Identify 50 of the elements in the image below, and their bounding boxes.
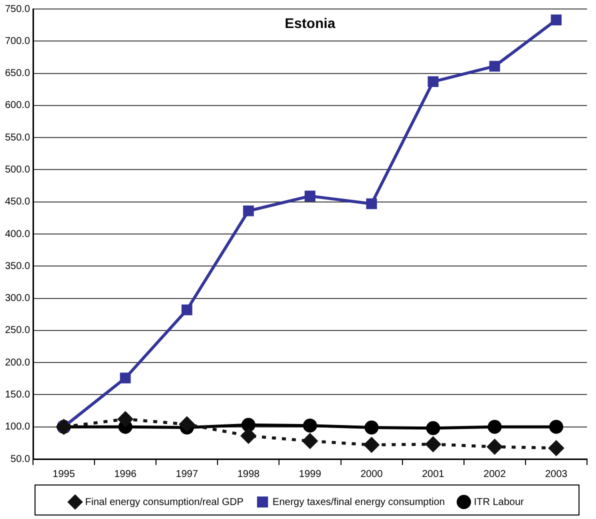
point xyxy=(426,436,441,452)
legend-label: Final energy consumption/real GDP xyxy=(85,496,244,508)
point xyxy=(487,439,502,454)
point xyxy=(241,418,256,432)
point xyxy=(243,205,254,216)
y-tick-label: 450.0 xyxy=(4,196,30,208)
point xyxy=(364,437,380,452)
point xyxy=(304,190,316,202)
y-tick-label: 300.0 xyxy=(4,293,30,304)
point xyxy=(550,14,562,26)
y-tick-label: 750.0 xyxy=(4,4,30,15)
y-tick-label: 500.0 xyxy=(4,164,30,176)
y-tick-label: 250.0 xyxy=(4,325,30,336)
x-tick-label: 2003 xyxy=(545,468,568,480)
point xyxy=(428,76,439,88)
x-tick-label: 1997 xyxy=(176,468,198,480)
x-tick-label: 1998 xyxy=(237,468,260,480)
y-tick-label: 400.0 xyxy=(4,228,30,240)
point xyxy=(182,304,192,316)
point xyxy=(240,428,256,444)
point xyxy=(366,198,377,210)
point xyxy=(179,416,194,432)
y-tick-label: 200.0 xyxy=(4,357,30,368)
y-tick-label: 350.0 xyxy=(4,260,30,272)
y-tick-label: 650.0 xyxy=(4,68,30,80)
point xyxy=(489,60,500,72)
point xyxy=(303,418,318,433)
x-tick-label: 2001 xyxy=(422,468,445,480)
y-tick-label: 700.0 xyxy=(4,36,30,47)
x-tick-label: 1995 xyxy=(52,468,76,480)
point xyxy=(548,440,564,456)
x-tick-label: 2000 xyxy=(360,468,384,480)
point xyxy=(549,420,564,434)
point xyxy=(302,434,318,448)
point xyxy=(488,420,502,434)
point xyxy=(426,421,440,436)
x-tick-label: 2002 xyxy=(484,468,506,480)
legend-label: ITR Labour xyxy=(474,496,525,508)
point xyxy=(364,420,379,434)
y-tick-label: 100.0 xyxy=(4,422,30,433)
y-tick-label: 600.0 xyxy=(4,100,30,112)
x-tick-label: 1996 xyxy=(114,468,137,480)
point xyxy=(118,412,133,427)
y-tick-label: 550.0 xyxy=(4,132,30,144)
legend-label: Energy taxes/final energy consumption xyxy=(272,496,445,508)
y-tick-label: 50.0 xyxy=(10,454,30,465)
point xyxy=(120,372,131,384)
y-tick-label: 150.0 xyxy=(4,389,30,400)
chart-title: Estonia xyxy=(284,14,336,31)
x-tick-label: 1999 xyxy=(298,468,322,480)
